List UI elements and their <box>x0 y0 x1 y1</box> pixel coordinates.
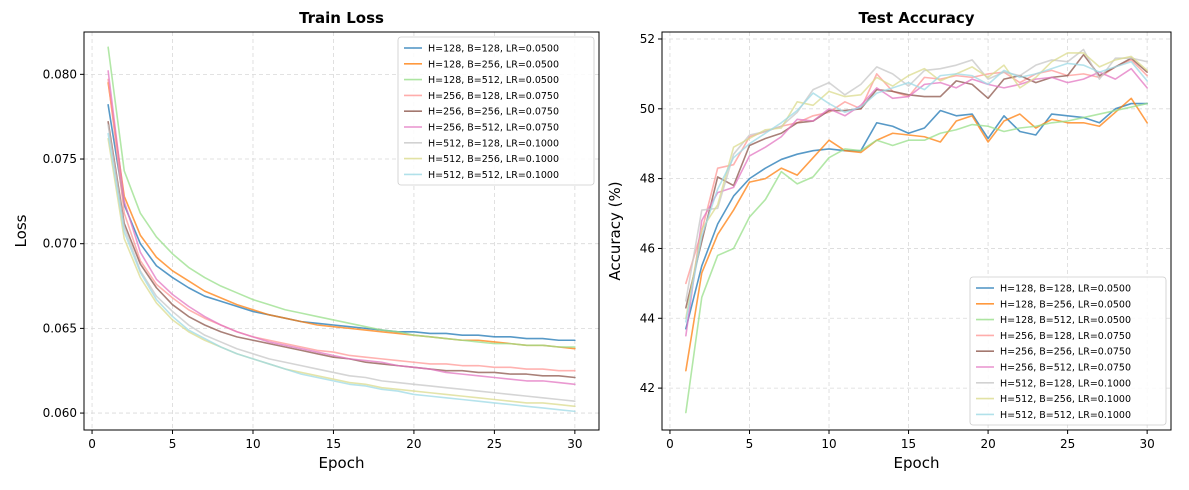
loss-legend-label-0: H=128, B=128, LR=0.0500 <box>428 44 559 55</box>
acc-ytick-label-0: 42 <box>640 381 655 395</box>
acc-ytick-label-2: 46 <box>640 241 655 255</box>
loss-xtick-label-0: 0 <box>88 437 96 451</box>
acc-x-axis-label: Epoch <box>894 454 940 472</box>
acc-xtick-label-4: 20 <box>980 437 995 451</box>
acc-legend-label-5: H=256, B=512, LR=0.0750 <box>1000 363 1131 374</box>
acc-plot-frame <box>661 31 1172 431</box>
loss-xtick-label-2: 10 <box>245 437 260 451</box>
acc-xtick-label-3: 15 <box>901 437 916 451</box>
acc-legend-label-0: H=128, B=128, LR=0.0500 <box>1000 284 1131 295</box>
loss-legend-label-7: H=512, B=256, LR=0.1000 <box>428 154 559 165</box>
loss-x-axis-label: Epoch <box>319 454 365 472</box>
acc-legend-label-8: H=512, B=512, LR=0.1000 <box>1000 410 1131 421</box>
acc-series-line-3 <box>685 59 1148 285</box>
loss-legend-label-5: H=256, B=512, LR=0.0750 <box>428 123 559 134</box>
acc-legend-label-1: H=128, B=256, LR=0.0500 <box>1000 299 1131 310</box>
loss-series-line-1 <box>107 82 576 350</box>
acc-ytick-label-1: 44 <box>640 311 655 325</box>
loss-xtick-label-4: 20 <box>406 437 421 451</box>
acc-legend-label-6: H=512, B=128, LR=0.1000 <box>1000 378 1131 389</box>
loss-xtick-label-1: 5 <box>169 437 177 451</box>
loss-xtick-label-3: 15 <box>326 437 341 451</box>
loss-legend-label-6: H=512, B=128, LR=0.1000 <box>428 138 559 149</box>
loss-ytick-label-3: 0.075 <box>43 152 77 166</box>
loss-ytick-label-0: 0.060 <box>43 406 77 420</box>
loss-y-axis-label: Loss <box>12 214 30 247</box>
acc-ytick-label-5: 52 <box>640 32 655 46</box>
acc-chart-title: Test Accuracy <box>859 9 975 27</box>
acc-legend-label-7: H=512, B=256, LR=0.1000 <box>1000 394 1131 405</box>
loss-legend-label-2: H=128, B=512, LR=0.0500 <box>428 75 559 86</box>
acc-xtick-label-2: 10 <box>821 437 836 451</box>
acc-legend-box <box>969 276 1167 426</box>
loss-series-line-7 <box>107 137 576 408</box>
acc-legend-label-3: H=256, B=128, LR=0.0750 <box>1000 331 1131 342</box>
loss-series-line-0 <box>107 104 576 342</box>
loss-series-line-3 <box>107 78 576 372</box>
acc-series-line-5 <box>685 67 1148 337</box>
loss-series-line-8 <box>107 132 576 413</box>
loss-series-line-5 <box>107 70 576 386</box>
acc-legend-label-2: H=128, B=512, LR=0.0500 <box>1000 315 1131 326</box>
loss-legend: H=128, B=128, LR=0.0500 H=128, B=256, LR=… <box>397 36 595 186</box>
acc-legend-label-4: H=256, B=256, LR=0.0750 <box>1000 347 1131 358</box>
loss-plot-frame <box>83 31 600 431</box>
loss-chart-title: Train Loss <box>299 9 384 27</box>
loss-legend-label-3: H=256, B=128, LR=0.0750 <box>428 91 559 102</box>
loss-legend-label-8: H=512, B=512, LR=0.1000 <box>428 170 559 181</box>
acc-xtick-label-5: 25 <box>1060 437 1075 451</box>
acc-series-line-0 <box>685 102 1148 330</box>
loss-series-line-6 <box>107 124 576 403</box>
loss-legend-box <box>397 36 595 186</box>
train-loss-chart: 0 5 10 15 20 25 30 0.060 0.065 0.070 0.075 0.080 Tra… <box>12 9 600 472</box>
loss-ytick-label-2: 0.070 <box>43 237 77 251</box>
loss-legend-label-4: H=256, B=256, LR=0.0750 <box>428 107 559 118</box>
acc-xtick-label-0: 0 <box>666 437 674 451</box>
loss-ytick-label-4: 0.080 <box>43 67 77 81</box>
acc-y-axis-label: Accuracy (%) <box>606 181 624 280</box>
loss-xtick-label-5: 25 <box>487 437 502 451</box>
acc-xtick-label-6: 30 <box>1140 437 1155 451</box>
acc-ytick-label-4: 50 <box>640 102 655 116</box>
acc-series-line-7 <box>685 52 1148 320</box>
loss-series-line-2 <box>107 46 576 348</box>
loss-legend-label-1: H=128, B=256, LR=0.0500 <box>428 59 559 70</box>
loss-series-line-4 <box>107 120 576 379</box>
acc-series-line-4 <box>685 53 1148 309</box>
acc-ytick-label-3: 48 <box>640 172 655 186</box>
acc-series-line-8 <box>685 60 1148 323</box>
acc-legend: H=128, B=128, LR=0.0500 H=128, B=256, LR=… <box>969 276 1167 426</box>
acc-xtick-label-1: 5 <box>746 437 754 451</box>
acc-series-line-1 <box>685 97 1148 372</box>
loss-xtick-label-6: 30 <box>567 437 582 451</box>
loss-ytick-label-1: 0.065 <box>43 321 77 335</box>
test-accuracy-chart: 0 5 10 15 20 25 30 42 44 46 48 50 52 Test Accuracy Epo… <box>606 9 1172 472</box>
acc-series-line-2 <box>685 102 1148 414</box>
